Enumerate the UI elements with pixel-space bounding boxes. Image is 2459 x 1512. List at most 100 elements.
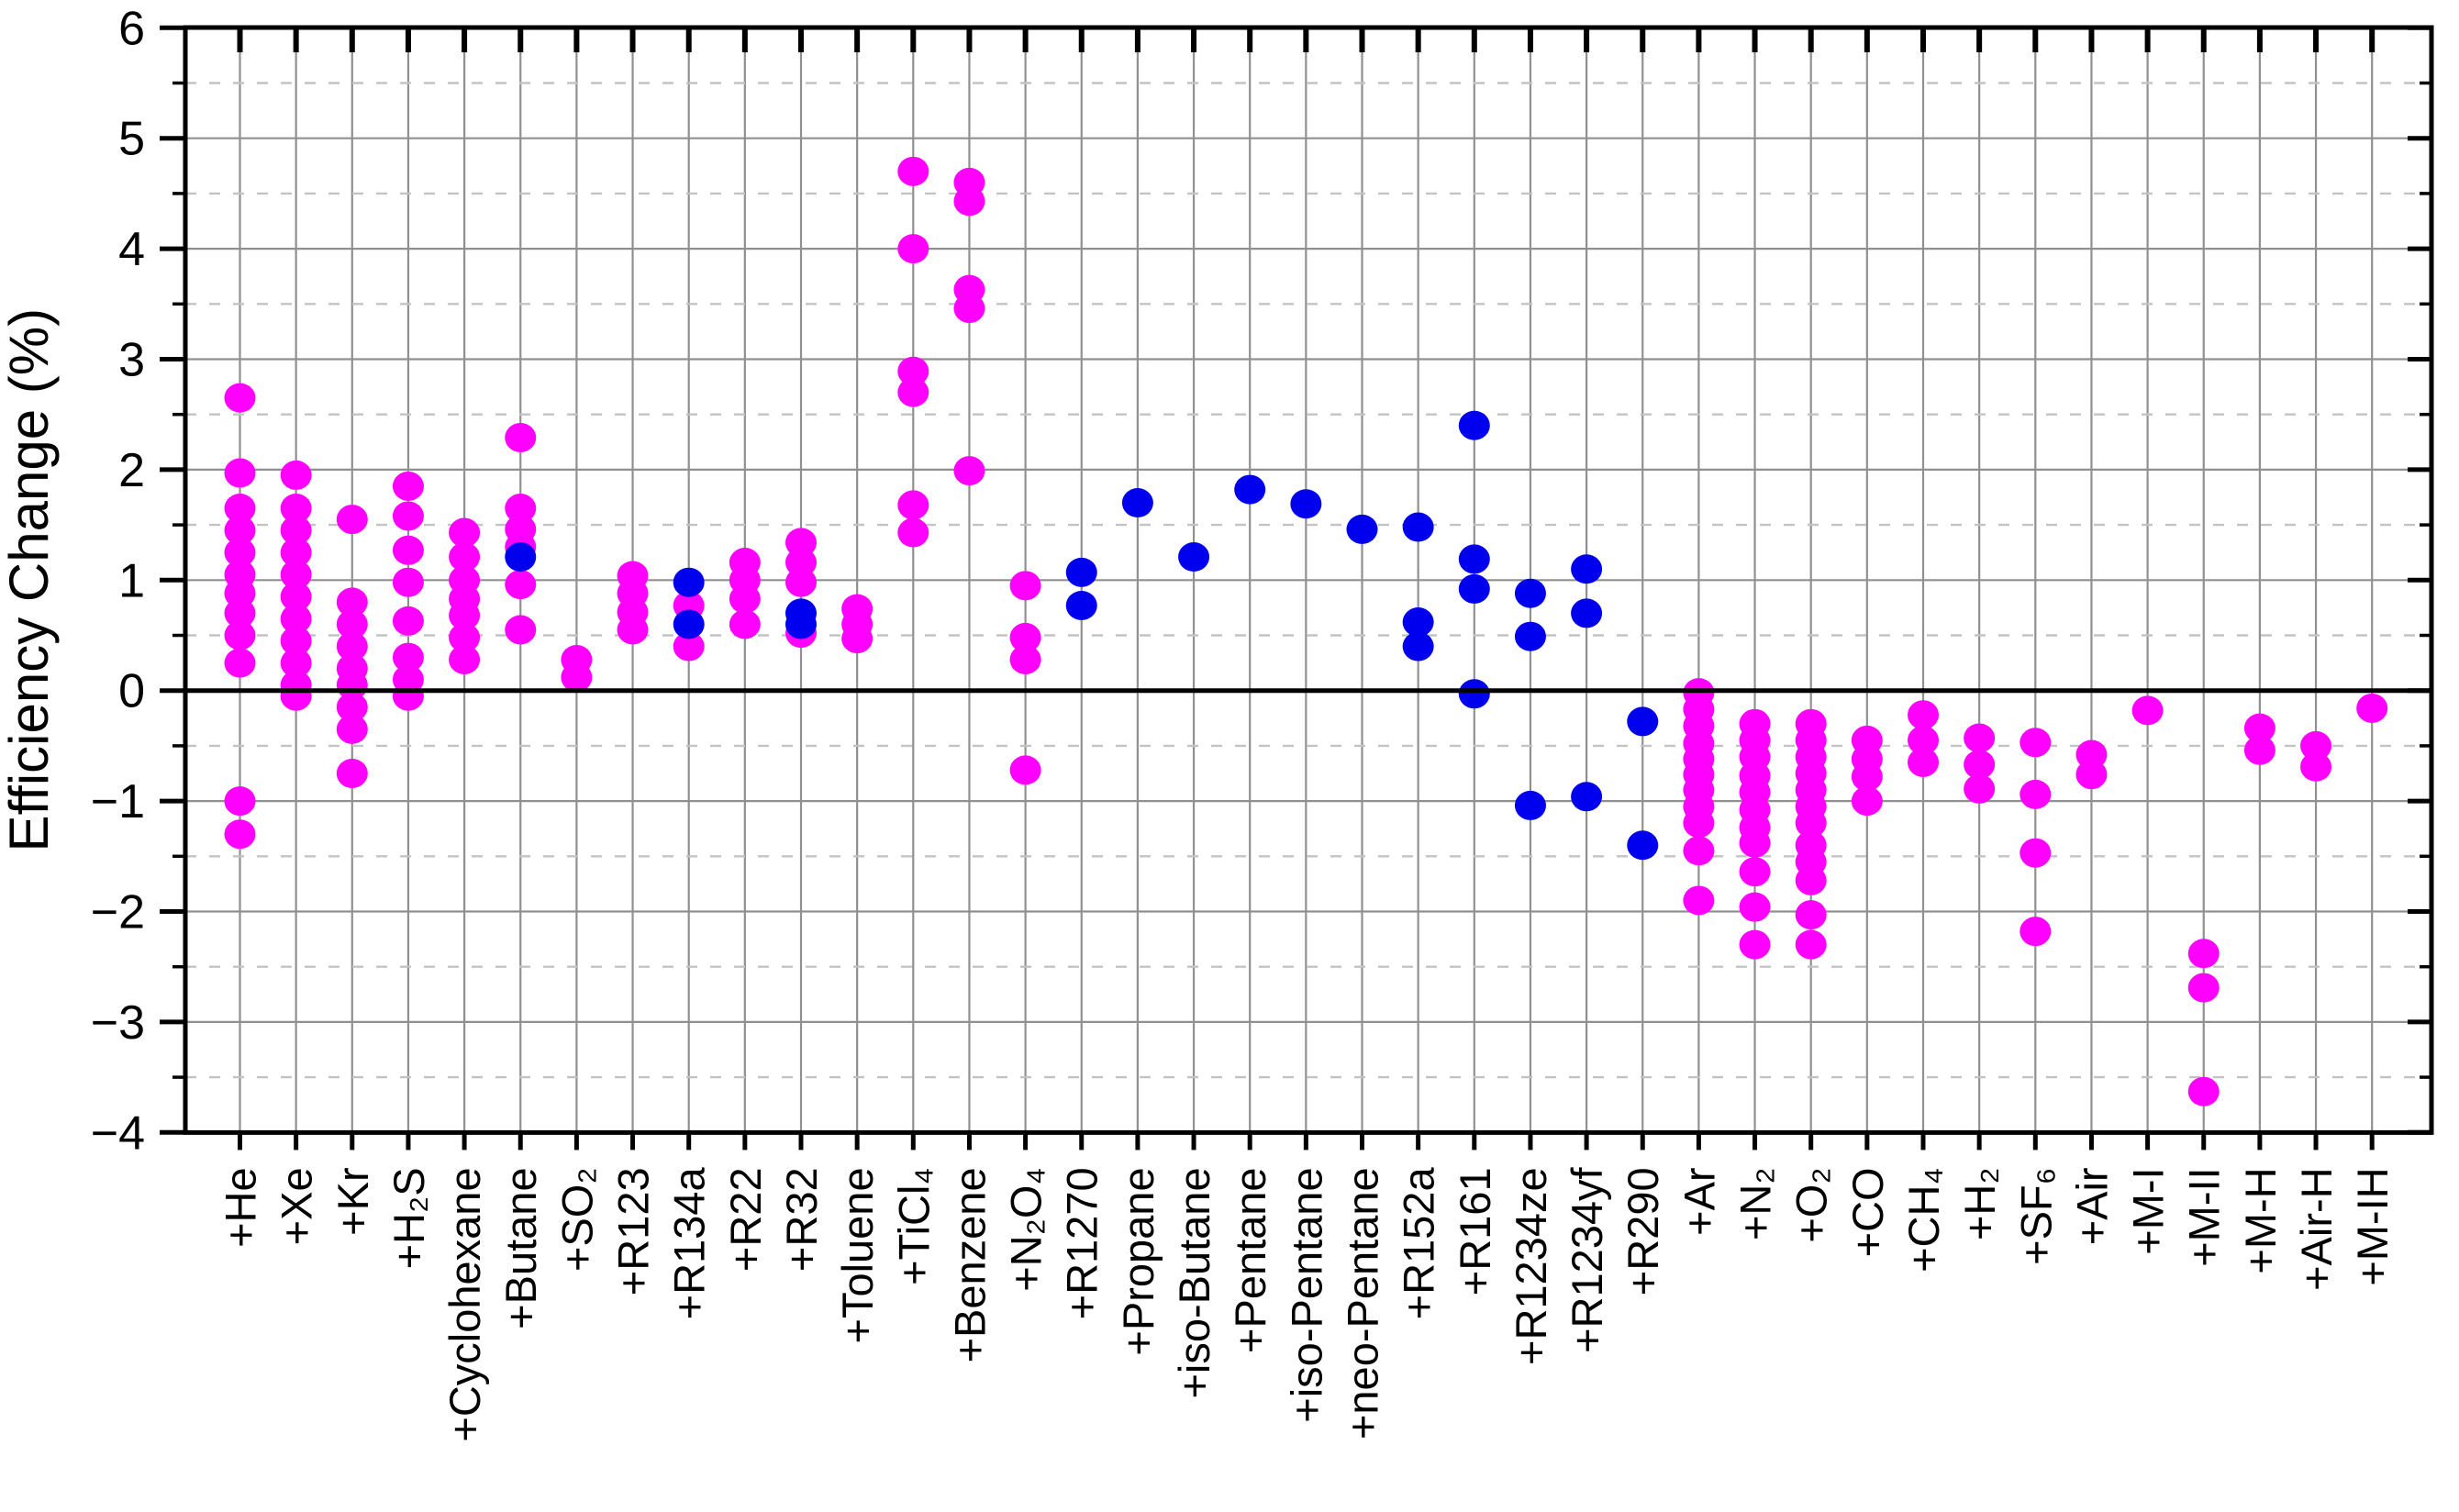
data-point bbox=[392, 642, 424, 673]
x-category-label: +N₂ bbox=[1731, 1167, 1780, 1240]
data-point bbox=[224, 598, 256, 628]
data-point bbox=[1514, 578, 1546, 608]
data-point bbox=[897, 517, 929, 548]
data-point bbox=[224, 648, 256, 678]
x-category-label: +M-H bbox=[2236, 1167, 2285, 1273]
data-point bbox=[392, 501, 424, 531]
data-point bbox=[785, 567, 817, 597]
data-point bbox=[392, 681, 424, 711]
y-tick-label: 1 bbox=[118, 554, 145, 607]
data-point bbox=[505, 615, 537, 645]
data-point bbox=[224, 538, 256, 568]
x-category-label: +R290 bbox=[1619, 1167, 1667, 1295]
data-point bbox=[2019, 728, 2052, 758]
data-point bbox=[280, 460, 312, 490]
x-category-label: +Xe bbox=[273, 1167, 321, 1245]
x-category-label: +neo-Pentane bbox=[1339, 1167, 1387, 1440]
x-category-label: +Cyclohexane bbox=[440, 1167, 489, 1441]
data-point bbox=[1851, 786, 1883, 817]
data-point bbox=[1121, 488, 1153, 518]
data-point bbox=[280, 538, 312, 568]
data-point bbox=[1458, 573, 1490, 604]
data-point bbox=[2187, 1076, 2220, 1106]
data-point bbox=[953, 186, 985, 217]
data-point bbox=[505, 542, 537, 573]
y-tick-label: 6 bbox=[118, 2, 145, 55]
x-category-label: +CH₄ bbox=[1899, 1167, 1948, 1273]
y-tick-label: 4 bbox=[118, 223, 145, 276]
x-category-label: +Kr bbox=[328, 1167, 377, 1235]
x-category-label: +N₂O₄ bbox=[1002, 1167, 1051, 1291]
data-point bbox=[1627, 706, 1659, 737]
y-tick-label: 3 bbox=[118, 334, 145, 387]
x-category-label: +R1234ze bbox=[1507, 1167, 1555, 1365]
x-category-label: +SF₆ bbox=[2011, 1167, 2060, 1264]
data-point bbox=[392, 606, 424, 636]
data-point bbox=[392, 471, 424, 501]
data-point bbox=[1065, 590, 1097, 620]
tick-labels-layer: 6 5 4 3 2 1 0 −1 −2 −3 −4 +He +Xe +Kr +H₂S +Cyclohexane… bbox=[91, 2, 2397, 1441]
data-point bbox=[1346, 514, 1378, 544]
data-point bbox=[336, 587, 368, 617]
data-point bbox=[280, 494, 312, 524]
data-point bbox=[1851, 762, 1883, 792]
data-point bbox=[280, 516, 312, 546]
data-point bbox=[897, 234, 929, 264]
data-point bbox=[1009, 644, 1041, 674]
y-axis-title: Efficiency Change (%) bbox=[0, 308, 60, 852]
data-point bbox=[2243, 713, 2275, 743]
x-category-label: +Ar bbox=[1675, 1167, 1723, 1235]
x-category-label: +Pentane bbox=[1226, 1167, 1274, 1353]
data-point bbox=[1964, 723, 1996, 753]
data-point bbox=[392, 567, 424, 597]
data-point bbox=[1739, 828, 1771, 858]
data-point bbox=[224, 620, 256, 650]
data-point bbox=[1402, 631, 1434, 662]
data-point bbox=[280, 560, 312, 590]
data-point bbox=[392, 535, 424, 565]
data-point bbox=[953, 294, 985, 324]
data-point bbox=[1458, 410, 1490, 440]
data-point bbox=[1514, 621, 1546, 651]
x-category-label: +iso-Butane bbox=[1170, 1167, 1218, 1398]
x-category-label: +R134a bbox=[665, 1167, 714, 1320]
data-point bbox=[2019, 779, 2052, 809]
y-tick-label: −4 bbox=[91, 1106, 145, 1160]
x-category-label: +Air-H bbox=[2292, 1167, 2341, 1290]
data-point bbox=[2019, 838, 2052, 868]
data-point bbox=[1964, 773, 1996, 804]
data-point bbox=[729, 609, 761, 639]
data-point bbox=[617, 615, 649, 645]
x-category-label: +Toluene bbox=[833, 1167, 882, 1343]
y-tick-label: −1 bbox=[91, 775, 145, 828]
data-point bbox=[1514, 790, 1546, 820]
data-point bbox=[1964, 750, 1996, 780]
data-point bbox=[224, 458, 256, 488]
data-point bbox=[336, 692, 368, 722]
data-point bbox=[561, 662, 593, 693]
x-category-label: +M-IH bbox=[2348, 1167, 2397, 1285]
data-point bbox=[336, 505, 368, 535]
data-point bbox=[1571, 598, 1603, 628]
x-category-label: +Butane bbox=[496, 1167, 545, 1329]
data-point bbox=[2019, 917, 2052, 947]
x-category-label: +He bbox=[217, 1167, 265, 1248]
x-category-label: +R161 bbox=[1451, 1167, 1499, 1295]
data-point bbox=[1683, 885, 1715, 916]
x-category-label: +R32 bbox=[777, 1167, 826, 1272]
data-point bbox=[280, 681, 312, 711]
data-point bbox=[1795, 900, 1827, 930]
data-point bbox=[224, 819, 256, 850]
data-point bbox=[1065, 557, 1097, 587]
data-point bbox=[1739, 892, 1771, 922]
x-category-label: +R152a bbox=[1395, 1167, 1443, 1320]
data-point bbox=[224, 516, 256, 546]
x-category-label: +SO₂ bbox=[552, 1167, 601, 1272]
x-category-label: +H₂S bbox=[384, 1167, 433, 1269]
data-point bbox=[2300, 751, 2332, 782]
data-point bbox=[785, 609, 817, 639]
data-point bbox=[336, 609, 368, 639]
x-category-label: +CO bbox=[1843, 1167, 1892, 1257]
